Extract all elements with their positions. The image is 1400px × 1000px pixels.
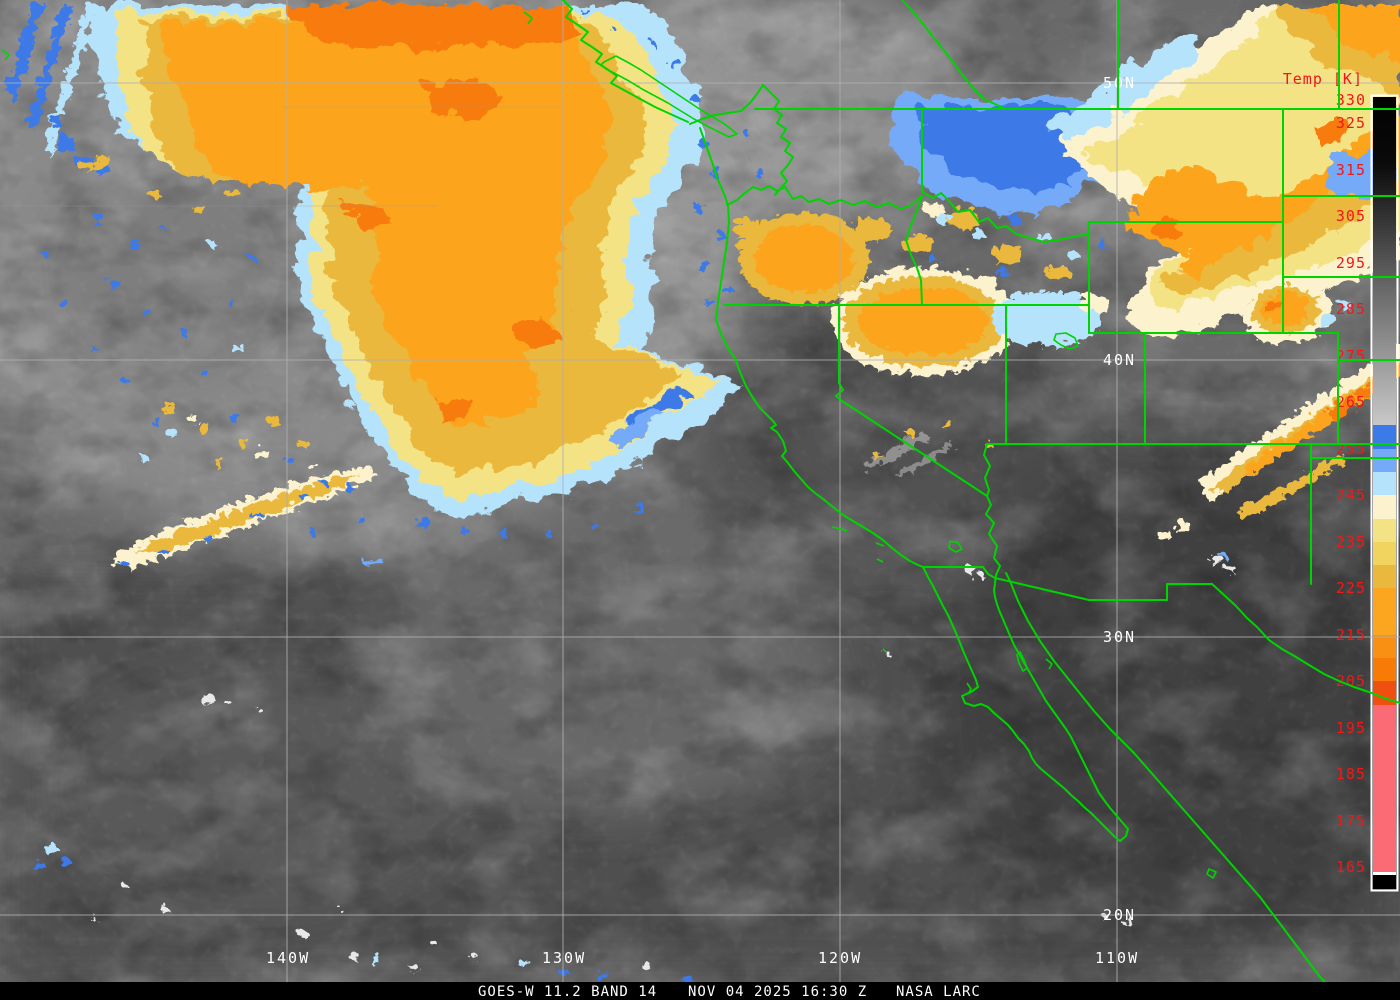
tick-315: 315 xyxy=(1336,161,1366,179)
coastline-baja-east xyxy=(993,583,1129,842)
isla-angel xyxy=(1016,651,1028,672)
vancouver-island xyxy=(600,55,738,138)
cloud-system-pacific-front xyxy=(85,0,745,512)
tick-175: 175 xyxy=(1336,812,1366,830)
border-colorado-river xyxy=(985,495,1001,584)
border-or-id xyxy=(905,195,923,306)
border-az-nv xyxy=(983,443,1007,497)
coastline-baja-west xyxy=(922,566,1121,842)
tick-285: 285 xyxy=(1336,300,1366,318)
coastline-mexico-mainland xyxy=(1005,572,1326,982)
lat-label-30n: 30N xyxy=(1103,628,1136,646)
tick-330: 330 xyxy=(1336,91,1366,109)
colorbar-labels: Temp [K] 330 325 315 305 295 285 275 265… xyxy=(1283,70,1366,876)
strait-juan-de-fuca xyxy=(689,84,764,125)
cloud-specks-scattered xyxy=(2,0,1233,978)
channel-islands-3 xyxy=(876,558,884,563)
border-bc-ab xyxy=(901,0,1007,110)
great-salt-lake xyxy=(1053,332,1079,350)
isla-cedros xyxy=(966,682,972,695)
tick-245: 245 xyxy=(1336,486,1366,504)
border-wa-or xyxy=(726,185,923,210)
haida-gwaii xyxy=(1,49,10,61)
tick-325: 325 xyxy=(1336,114,1366,132)
tick-205: 205 xyxy=(1336,672,1366,690)
tick-225: 225 xyxy=(1336,579,1366,597)
islas-tres-marias xyxy=(1206,868,1217,879)
caption-bar: GOES-W 11.2 BAND 14 NOV 04 2025 16:30 Z … xyxy=(0,982,1400,1000)
lon-label-120w: 120W xyxy=(818,949,862,967)
cloud-band-intermountain xyxy=(731,198,1105,372)
channel-islands xyxy=(831,526,848,532)
tick-305: 305 xyxy=(1336,207,1366,225)
colorbar-border xyxy=(1370,94,1399,892)
lon-label-110w: 110W xyxy=(1095,949,1139,967)
colorbar-title: Temp [K] xyxy=(1283,70,1363,88)
lat-label-20n: 20N xyxy=(1103,906,1136,924)
temperature-colorbar xyxy=(1370,94,1399,892)
border-us-mexico xyxy=(922,566,1213,601)
lon-label-130w: 130W xyxy=(542,949,586,967)
salton-sea xyxy=(948,540,963,553)
tick-275: 275 xyxy=(1336,347,1366,365)
border-rio-grande xyxy=(1211,583,1400,704)
coastline-puget-sound xyxy=(762,84,794,196)
tick-295: 295 xyxy=(1336,254,1366,272)
border-id-mt xyxy=(921,191,1090,243)
isla-guadalupe xyxy=(882,648,887,653)
caption-source: NASA LARC xyxy=(896,984,981,1000)
caption-datetime: NOV 04 2025 16:30 Z xyxy=(688,984,868,1000)
cloud-system-northeast-band xyxy=(1040,0,1400,332)
tick-215: 215 xyxy=(1336,626,1366,644)
lat-label-40n: 40N xyxy=(1103,351,1136,369)
bc-islands xyxy=(523,11,533,25)
cloud-comma-tail xyxy=(108,462,375,566)
caption-product: GOES-W 11.2 BAND 14 xyxy=(478,984,658,1000)
tick-185: 185 xyxy=(1336,765,1366,783)
lon-label-140w: 140W xyxy=(266,949,310,967)
border-ca-nv xyxy=(835,304,988,497)
tick-195: 195 xyxy=(1336,719,1366,737)
coastline-pacific xyxy=(699,127,924,568)
lat-label-50n: 50N xyxy=(1103,74,1136,92)
channel-islands-2 xyxy=(875,542,885,547)
tick-165: 165 xyxy=(1336,858,1366,876)
isla-tiburon xyxy=(1045,658,1053,670)
tick-235: 235 xyxy=(1336,533,1366,551)
tick-265: 265 xyxy=(1336,393,1366,411)
tick-255: 255 xyxy=(1336,440,1366,458)
